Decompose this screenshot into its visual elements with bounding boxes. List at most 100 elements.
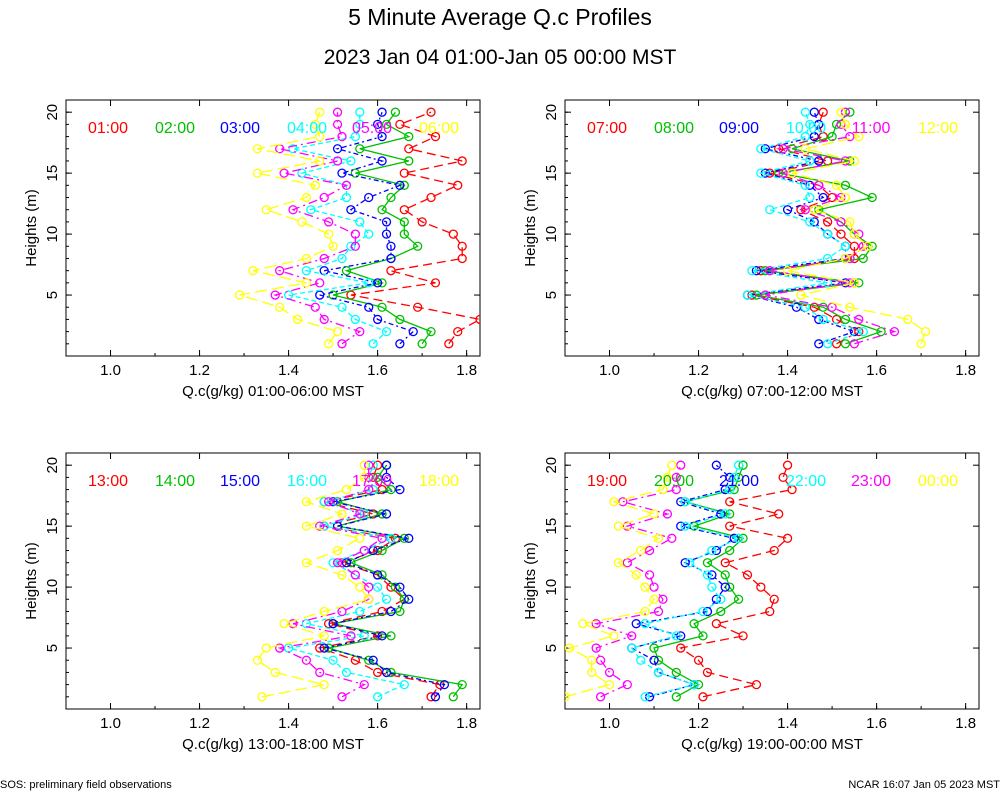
series-point-0100 [395, 119, 405, 130]
series-point-0000 [649, 594, 659, 604]
series-point-0000 [658, 484, 668, 495]
x-tick-label: 1.4 [777, 362, 798, 379]
series-point-0900 [791, 302, 802, 312]
series-point-1000 [800, 107, 811, 117]
series-point-1400 [377, 545, 387, 556]
plot-area [742, 107, 931, 349]
y-tick-label: 20 [44, 457, 61, 474]
x-tick-label: 1.8 [955, 362, 976, 379]
series-point-1100 [845, 131, 855, 142]
series-point-1900 [769, 594, 779, 604]
series-point-0200 [417, 339, 427, 349]
series-point-0100 [430, 131, 441, 142]
series-line-0400 [288, 112, 388, 345]
series-point-2200 [707, 582, 717, 592]
series-point-0200 [355, 144, 365, 154]
series-point-1500 [404, 533, 414, 543]
series-point-0800 [818, 302, 828, 312]
series-point-0900 [751, 266, 762, 276]
y-tick-label: 5 [543, 291, 560, 299]
series-point-2200 [725, 484, 735, 495]
series-point-2000 [738, 533, 748, 543]
series-point-1800 [341, 484, 352, 495]
legend-label: 03:00 [220, 120, 260, 137]
series-point-0600 [252, 168, 263, 178]
series-point-0400 [306, 205, 316, 215]
series-point-0100 [426, 192, 436, 203]
series-point-1500 [381, 460, 392, 470]
legend-label: 07:00 [587, 120, 627, 137]
series-point-1900 [787, 484, 797, 495]
chart-panel-1: 1.0 1.2 1.4 1.6 1.8 5 10 15 20 Q.c(g/kg) 01:00-06… [23, 99, 481, 400]
series-point-0300 [332, 144, 343, 154]
series-point-1000 [805, 156, 815, 166]
series-point-1300 [368, 509, 378, 519]
series-point-0200 [377, 205, 387, 215]
series-point-1300 [390, 533, 401, 543]
series-point-0500 [350, 241, 361, 251]
series-point-0400 [364, 278, 374, 288]
series-point-1200 [854, 131, 864, 142]
series-point-1800 [257, 692, 267, 702]
series-point-1700 [364, 484, 374, 495]
plot-frame [564, 452, 980, 710]
series-point-1700 [337, 692, 347, 702]
series-point-0900 [818, 192, 828, 203]
x-tick-label: 1.2 [189, 715, 210, 732]
series-point-0800 [827, 131, 837, 142]
legend-label: 14:00 [155, 473, 195, 490]
series-point-1100 [778, 168, 788, 178]
series-line-1400 [328, 464, 464, 698]
series-point-0600 [328, 241, 338, 251]
series-point-1900 [738, 631, 748, 641]
plot-frame [65, 452, 481, 710]
x-tick-label: 1.4 [278, 362, 299, 379]
series-line-2300 [593, 464, 682, 698]
series-point-0300 [372, 314, 383, 325]
series-point-1100 [778, 144, 788, 154]
series-point-1700 [346, 631, 356, 641]
series-point-2300 [658, 594, 668, 604]
series-point-1700 [359, 679, 369, 690]
series-point-1800 [319, 679, 329, 690]
series-point-0500 [279, 168, 289, 178]
legend-label: 21:00 [719, 473, 759, 490]
series-point-0400 [288, 144, 298, 154]
series-point-0300 [395, 180, 405, 190]
y-tick-label: 20 [44, 104, 61, 121]
series-point-1200 [840, 119, 851, 130]
y-tick-label: 15 [543, 165, 560, 182]
series-point-1200 [920, 326, 931, 337]
series-point-1000 [805, 192, 815, 203]
series-point-1400 [457, 679, 467, 690]
series-point-1900 [756, 582, 766, 592]
series-point-1200 [796, 290, 806, 300]
y-tick-label: 5 [44, 644, 61, 652]
series-point-0600 [310, 119, 320, 130]
y-tick-label: 10 [543, 579, 560, 596]
series-point-0600 [315, 107, 325, 117]
series-point-1100 [889, 326, 900, 337]
series-point-1300 [426, 692, 436, 702]
series-point-1800 [301, 497, 312, 507]
series-point-1000 [742, 290, 753, 300]
series-point-1100 [800, 205, 811, 215]
series-point-2100 [680, 558, 690, 568]
series-point-2000 [733, 594, 744, 604]
x-tick-label: 1.4 [278, 715, 299, 732]
series-point-0200 [413, 241, 423, 251]
series-point-1200 [800, 144, 811, 154]
series-point-2300 [627, 631, 637, 641]
x-axis-label: Q.c(g/kg) 07:00-12:00 MST [681, 383, 863, 400]
series-point-0000 [587, 655, 597, 665]
series-point-0400 [337, 253, 347, 264]
series-point-1200 [845, 302, 855, 312]
series-point-1600 [355, 606, 365, 617]
series-line-1500 [324, 465, 446, 698]
series-line-2100 [630, 464, 736, 698]
series-point-2200 [707, 545, 717, 556]
series-point-2000 [702, 558, 713, 568]
series-point-1000 [822, 229, 833, 239]
series-point-2200 [733, 460, 744, 470]
series-point-1000 [756, 168, 766, 178]
